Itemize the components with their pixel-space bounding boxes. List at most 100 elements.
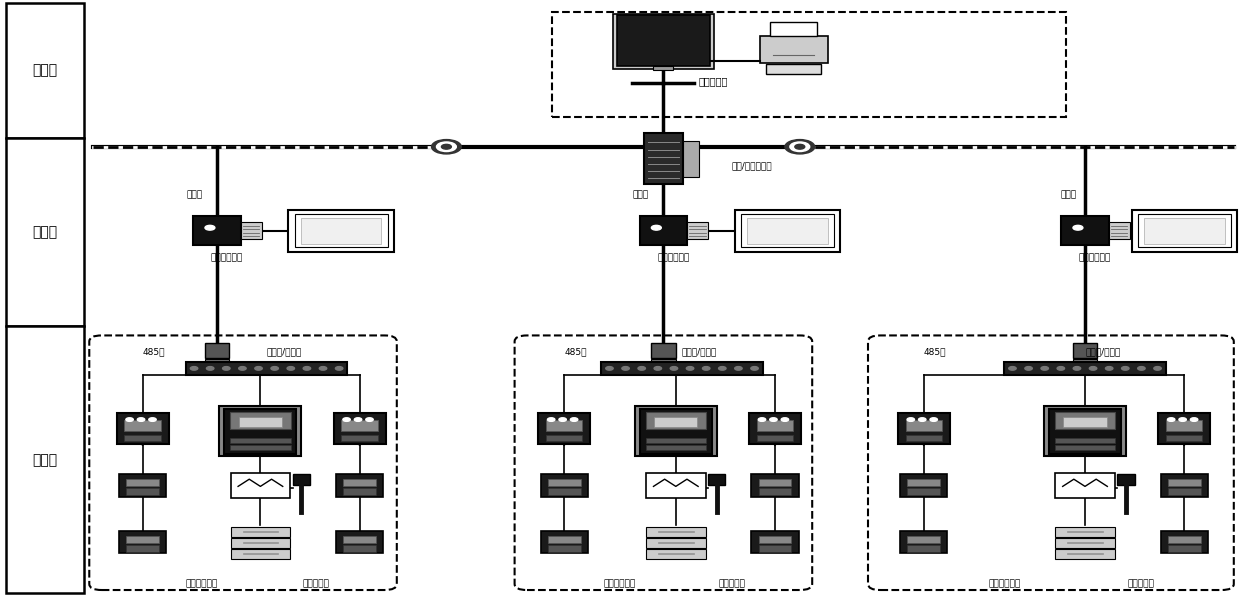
FancyBboxPatch shape — [341, 420, 378, 431]
Circle shape — [255, 367, 263, 370]
FancyBboxPatch shape — [653, 66, 673, 70]
FancyBboxPatch shape — [614, 14, 714, 69]
FancyBboxPatch shape — [908, 488, 940, 495]
Circle shape — [206, 367, 215, 370]
FancyBboxPatch shape — [1161, 531, 1208, 553]
FancyBboxPatch shape — [646, 412, 706, 429]
Text: 现场层: 现场层 — [32, 453, 58, 467]
FancyBboxPatch shape — [224, 409, 296, 454]
Circle shape — [622, 367, 630, 370]
Text: 中间层控制器: 中间层控制器 — [1079, 253, 1111, 262]
FancyBboxPatch shape — [6, 138, 84, 326]
Text: 现场控制器: 现场控制器 — [1127, 579, 1154, 589]
FancyBboxPatch shape — [231, 437, 290, 443]
Circle shape — [781, 418, 789, 421]
Circle shape — [908, 418, 915, 421]
FancyBboxPatch shape — [646, 538, 706, 547]
FancyBboxPatch shape — [124, 435, 161, 441]
Text: 中间层控制器: 中间层控制器 — [657, 253, 689, 262]
FancyBboxPatch shape — [898, 413, 950, 444]
Circle shape — [303, 367, 310, 370]
Text: 控制室控制器: 控制室控制器 — [604, 579, 636, 589]
FancyBboxPatch shape — [205, 359, 229, 364]
Text: 以太网: 以太网 — [186, 190, 202, 199]
Text: 中继器/鱼线器: 中继器/鱼线器 — [1085, 347, 1120, 356]
FancyBboxPatch shape — [1064, 417, 1106, 426]
Circle shape — [785, 140, 815, 154]
Text: 电路/光纤交换机: 电路/光纤交换机 — [732, 161, 773, 171]
FancyBboxPatch shape — [341, 435, 378, 441]
FancyBboxPatch shape — [548, 545, 580, 552]
Circle shape — [1179, 418, 1187, 421]
FancyBboxPatch shape — [119, 531, 166, 553]
FancyBboxPatch shape — [751, 531, 799, 553]
Circle shape — [1121, 367, 1128, 370]
Circle shape — [770, 418, 777, 421]
Text: 现场控制器: 现场控制器 — [303, 579, 330, 589]
Circle shape — [795, 144, 805, 149]
FancyBboxPatch shape — [1055, 549, 1115, 558]
FancyBboxPatch shape — [1055, 412, 1115, 429]
FancyBboxPatch shape — [646, 437, 706, 443]
FancyBboxPatch shape — [1168, 488, 1200, 495]
FancyBboxPatch shape — [651, 343, 676, 358]
FancyBboxPatch shape — [756, 435, 794, 441]
FancyBboxPatch shape — [1055, 473, 1115, 498]
FancyBboxPatch shape — [126, 545, 159, 552]
Circle shape — [605, 367, 614, 370]
FancyBboxPatch shape — [6, 3, 84, 138]
Circle shape — [686, 367, 694, 370]
FancyBboxPatch shape — [193, 216, 241, 245]
FancyBboxPatch shape — [295, 214, 387, 247]
FancyBboxPatch shape — [343, 537, 376, 543]
FancyBboxPatch shape — [635, 406, 717, 456]
Circle shape — [191, 367, 198, 370]
FancyBboxPatch shape — [751, 474, 799, 497]
Circle shape — [930, 418, 937, 421]
Circle shape — [205, 225, 215, 230]
FancyBboxPatch shape — [548, 537, 580, 543]
FancyBboxPatch shape — [1168, 545, 1200, 552]
FancyBboxPatch shape — [124, 420, 161, 431]
Circle shape — [655, 367, 662, 370]
FancyBboxPatch shape — [241, 222, 262, 239]
FancyBboxPatch shape — [640, 216, 687, 245]
FancyBboxPatch shape — [231, 527, 290, 537]
FancyBboxPatch shape — [646, 444, 706, 450]
FancyBboxPatch shape — [239, 417, 281, 426]
FancyBboxPatch shape — [651, 359, 676, 364]
FancyBboxPatch shape — [1055, 527, 1115, 537]
FancyBboxPatch shape — [687, 222, 708, 239]
FancyBboxPatch shape — [683, 141, 699, 177]
FancyBboxPatch shape — [646, 473, 706, 498]
Text: 485网: 485网 — [143, 347, 165, 356]
Text: 485网: 485网 — [924, 347, 946, 356]
FancyBboxPatch shape — [205, 343, 229, 358]
FancyBboxPatch shape — [618, 15, 709, 66]
Text: 中继器/鱼线器: 中继器/鱼线器 — [267, 347, 301, 356]
FancyBboxPatch shape — [759, 36, 828, 63]
FancyBboxPatch shape — [900, 474, 947, 497]
Circle shape — [671, 367, 678, 370]
Circle shape — [1089, 367, 1096, 370]
FancyBboxPatch shape — [1158, 413, 1210, 444]
FancyBboxPatch shape — [538, 413, 590, 444]
Text: 485网: 485网 — [564, 347, 587, 356]
Circle shape — [719, 367, 727, 370]
Circle shape — [138, 418, 145, 421]
FancyBboxPatch shape — [219, 406, 301, 456]
Circle shape — [639, 367, 646, 370]
FancyBboxPatch shape — [908, 545, 940, 552]
FancyBboxPatch shape — [288, 210, 394, 252]
FancyBboxPatch shape — [231, 412, 290, 429]
FancyBboxPatch shape — [548, 479, 580, 486]
Circle shape — [703, 367, 711, 370]
FancyBboxPatch shape — [343, 479, 376, 486]
FancyBboxPatch shape — [1117, 474, 1135, 485]
Text: 控制室控制器: 控制室控制器 — [185, 579, 218, 589]
FancyBboxPatch shape — [759, 479, 791, 486]
Circle shape — [149, 418, 156, 421]
FancyBboxPatch shape — [1073, 343, 1097, 358]
Circle shape — [734, 367, 742, 370]
FancyBboxPatch shape — [759, 537, 791, 543]
